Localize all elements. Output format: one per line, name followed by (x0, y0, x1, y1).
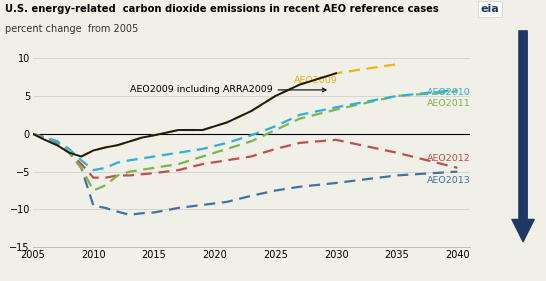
Text: eia: eia (480, 4, 499, 14)
Text: U.S. energy-related  carbon dioxide emissions in recent AEO reference cases: U.S. energy-related carbon dioxide emiss… (5, 4, 439, 14)
Text: AEO2009: AEO2009 (294, 76, 337, 85)
Text: AEO2010: AEO2010 (427, 88, 471, 97)
Text: AEO2013: AEO2013 (427, 176, 471, 185)
Text: AEO2012: AEO2012 (427, 153, 471, 162)
Text: AEO2011: AEO2011 (427, 99, 471, 108)
Text: AEO2009 including ARRA2009: AEO2009 including ARRA2009 (130, 85, 326, 94)
Text: percent change  from 2005: percent change from 2005 (5, 24, 139, 34)
